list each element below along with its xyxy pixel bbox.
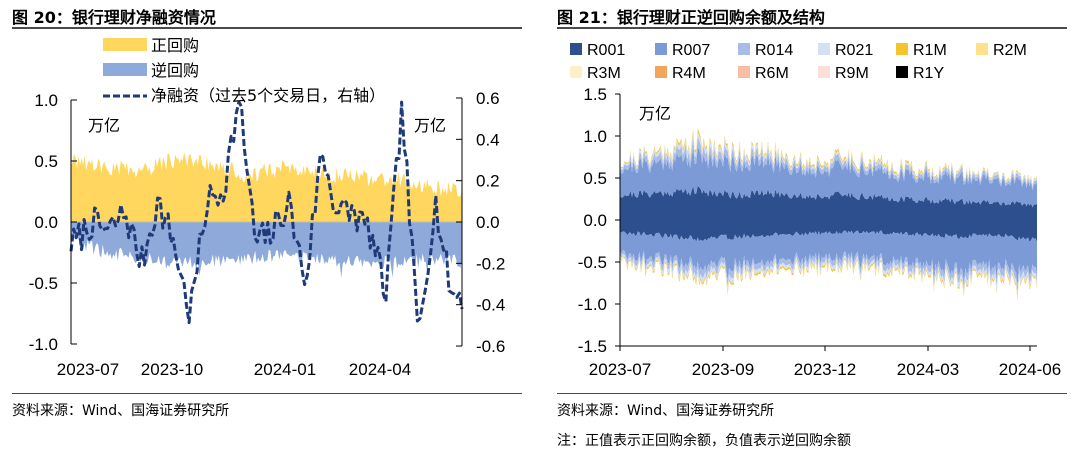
right-tick-label: -0.6 — [476, 337, 505, 356]
y-tick-label: -0.5 — [578, 253, 607, 272]
right-tick-label: 0.4 — [476, 130, 500, 149]
net-financing-line — [69, 100, 464, 325]
legend-swatch-r1m — [896, 43, 908, 55]
x-tick-label: 2024-04 — [349, 360, 411, 379]
source-text: 资料来源：Wind、国海证券研究所 — [12, 403, 230, 419]
reverse-repo-r014-area — [620, 250, 1037, 295]
title-divider — [557, 27, 1067, 29]
legend-label-r1y: R1Y — [913, 65, 944, 82]
legend-swatch-r014 — [738, 43, 750, 55]
source-divider — [557, 393, 1067, 394]
legend-swatch-reverse-repo — [103, 63, 147, 76]
legend-label-r014: R014 — [755, 42, 793, 59]
legend-label-r2m: R2M — [993, 42, 1027, 59]
y-tick-label: -1.5 — [578, 337, 607, 356]
figure-title: 图 20：银行理财净融资情况 — [12, 8, 216, 27]
legend-label-net: 净融资（过去5个交易日，右轴） — [151, 86, 385, 105]
legend-swatch-r2m — [976, 43, 988, 55]
repo-r014-area — [620, 137, 1037, 191]
y-tick-label: 0.5 — [583, 169, 607, 188]
legend-swatch-r4m — [655, 66, 667, 78]
legend-label-repo: 正回购 — [151, 36, 199, 55]
repo-area — [71, 152, 462, 222]
source-divider — [12, 393, 522, 394]
legend-swatch-r3m — [570, 66, 582, 78]
source-text: 资料来源：Wind、国海证券研究所 — [557, 403, 775, 419]
x-tick-label: 2024-06 — [999, 360, 1061, 379]
legend-swatch-r1y — [896, 66, 908, 78]
y-tick-label: 1.5 — [583, 85, 607, 104]
right-tick-label: 0.0 — [476, 213, 500, 232]
x-tick-label: 2023-07 — [589, 360, 651, 379]
legend-swatch-r021 — [818, 43, 830, 55]
unit-right: 万亿 — [414, 116, 446, 135]
left-tick-label: 1.0 — [34, 91, 58, 110]
legend-swatch-repo — [103, 38, 147, 51]
x-tick-label: 2023-12 — [794, 360, 856, 379]
legend-swatch-r6m — [738, 66, 750, 78]
figure-20-panel: 图 20：银行理财净融资情况 1.0 0.5 0.0 -0.5 -1.0 0.6 0.4 0.… — [0, 0, 535, 455]
legend-label-reverse-repo: 逆回购 — [151, 61, 199, 80]
right-tick-label: -0.4 — [476, 296, 505, 315]
net-financing-chart: 1.0 0.5 0.0 -0.5 -1.0 0.6 0.4 0.2 0.0 -0.2 -0.4 -0.… — [29, 36, 506, 379]
right-tick-label: 0.2 — [476, 172, 500, 191]
repo-r021-area — [620, 131, 1037, 188]
left-tick-label: 0.0 — [34, 213, 58, 232]
x-tick-label: 2023-07 — [57, 360, 119, 379]
y-tick-label: 0.0 — [583, 211, 607, 230]
right-tick-label: -0.2 — [476, 254, 505, 273]
repo-r001-area — [620, 186, 1037, 220]
title-divider — [12, 27, 522, 29]
left-tick-label: -0.5 — [29, 274, 58, 293]
x-tick-label: 2024-03 — [897, 360, 959, 379]
y-tick-label: 1.0 — [583, 127, 607, 146]
repo-balance-structure-chart: 1.5 1.0 0.5 0.0 -0.5 -1.0 -1.5 2023-07 2023-09 20… — [570, 42, 1061, 379]
legend-label-r3m: R3M — [587, 65, 621, 82]
left-tick-label: -1.0 — [29, 335, 58, 354]
right-tick-label: 0.6 — [476, 89, 500, 108]
y-tick-label: -1.0 — [578, 295, 607, 314]
legend-label-r9m: R9M — [835, 65, 869, 82]
legend-label-r4m: R4M — [672, 65, 706, 82]
x-tick-label: 2023-09 — [692, 360, 754, 379]
reverse-repo-r007-area — [620, 230, 1037, 287]
figure-title: 图 21：银行理财正逆回购余额及结构 — [557, 8, 825, 27]
legend-swatch-r007 — [655, 43, 667, 55]
x-tick-label: 2023-10 — [141, 360, 203, 379]
note-text: 注：正值表示正回购余额，负值表示逆回购余额 — [557, 433, 851, 449]
legend-swatch-r9m — [818, 66, 830, 78]
legend-label-r021: R021 — [835, 42, 873, 59]
legend-label-r001: R001 — [587, 42, 625, 59]
x-tick-label: 2024-01 — [254, 360, 316, 379]
legend-label-r007: R007 — [672, 42, 710, 59]
reverse-repo-r001-area — [620, 220, 1037, 243]
legend-label-r1m: R1M — [913, 42, 947, 59]
reverse-repo-r1m-area — [620, 256, 1037, 301]
legend-swatch-r001 — [570, 43, 582, 55]
figure-21-panel: 图 21：银行理财正逆回购余额及结构 1.5 1.0 0.5 0.0 -0.5 -1.0 -… — [545, 0, 1080, 455]
unit-label: 万亿 — [639, 104, 671, 123]
repo-r007-area — [620, 147, 1037, 208]
reverse-repo-r021-area — [620, 253, 1037, 299]
left-tick-label: 0.5 — [34, 152, 58, 171]
legend-label-r6m: R6M — [755, 65, 789, 82]
unit-left: 万亿 — [88, 116, 120, 135]
